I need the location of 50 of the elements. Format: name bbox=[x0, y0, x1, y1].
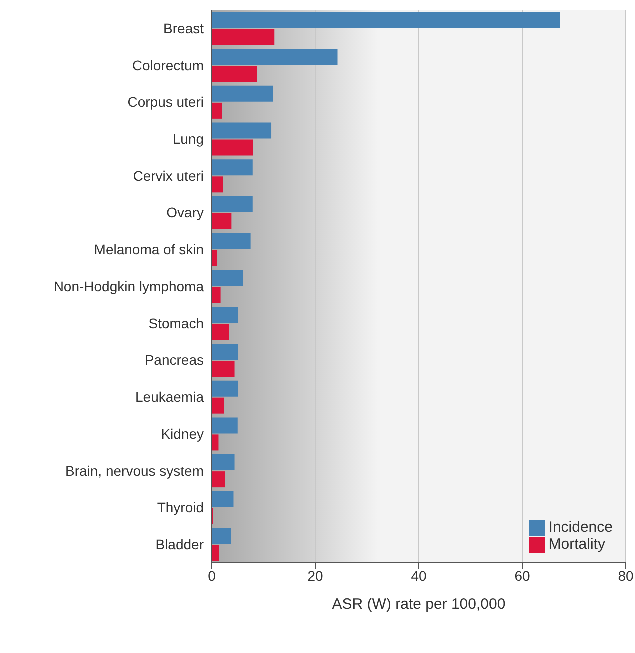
bar bbox=[212, 344, 238, 360]
y-tick-label: Cervix uteri bbox=[133, 168, 204, 184]
x-axis-title: ASR (W) rate per 100,000 bbox=[332, 596, 506, 613]
bar bbox=[212, 324, 230, 340]
bar bbox=[212, 233, 251, 250]
y-tick-label: Kidney bbox=[161, 426, 204, 442]
bar bbox=[212, 86, 274, 102]
x-tick-label: 40 bbox=[411, 568, 427, 584]
bar bbox=[212, 214, 232, 230]
y-tick-label: Non-Hodgkin lymphoma bbox=[54, 278, 204, 294]
y-tick-label: Breast bbox=[164, 20, 204, 36]
bar bbox=[212, 307, 238, 324]
y-tick-label: Corpus uteri bbox=[128, 94, 204, 110]
bar bbox=[212, 270, 244, 286]
bar bbox=[212, 122, 272, 139]
bar bbox=[212, 360, 235, 377]
bar bbox=[212, 491, 234, 508]
bar bbox=[212, 160, 253, 176]
y-tick-label: Bladder bbox=[156, 536, 204, 552]
y-tick-label: Lung bbox=[172, 130, 204, 147]
bar bbox=[212, 66, 258, 82]
y-tick-label: Thyroid bbox=[157, 500, 204, 516]
y-tick-label: Pancreas bbox=[144, 352, 204, 368]
x-tick-label: 20 bbox=[308, 568, 324, 584]
y-tick-label: Melanoma of skin bbox=[94, 242, 204, 258]
bar bbox=[212, 545, 220, 562]
bar bbox=[212, 102, 222, 119]
bar bbox=[212, 528, 232, 544]
bar bbox=[212, 196, 253, 213]
bar bbox=[212, 398, 224, 414]
y-tick-label: Stomach bbox=[148, 315, 204, 332]
legend-label: Mortality bbox=[548, 536, 606, 553]
y-tick-label: Colorectum bbox=[132, 57, 204, 74]
bar bbox=[212, 418, 238, 434]
bar bbox=[212, 472, 226, 488]
bar bbox=[212, 380, 238, 397]
y-tick-label: Leukaemia bbox=[136, 389, 204, 406]
y-tick-label: Ovary bbox=[166, 204, 204, 221]
bar bbox=[212, 12, 560, 28]
bar bbox=[212, 287, 221, 304]
y-tick-label: Brain, nervous system bbox=[66, 462, 204, 479]
x-tick-label: 60 bbox=[514, 568, 530, 584]
bar bbox=[212, 176, 224, 193]
legend-label: Incidence bbox=[548, 518, 613, 536]
bar bbox=[212, 29, 275, 46]
x-tick-label: 80 bbox=[618, 568, 634, 584]
bar bbox=[212, 49, 338, 66]
bar bbox=[212, 454, 235, 471]
bar bbox=[212, 140, 254, 156]
x-tick-label: 0 bbox=[208, 568, 216, 584]
